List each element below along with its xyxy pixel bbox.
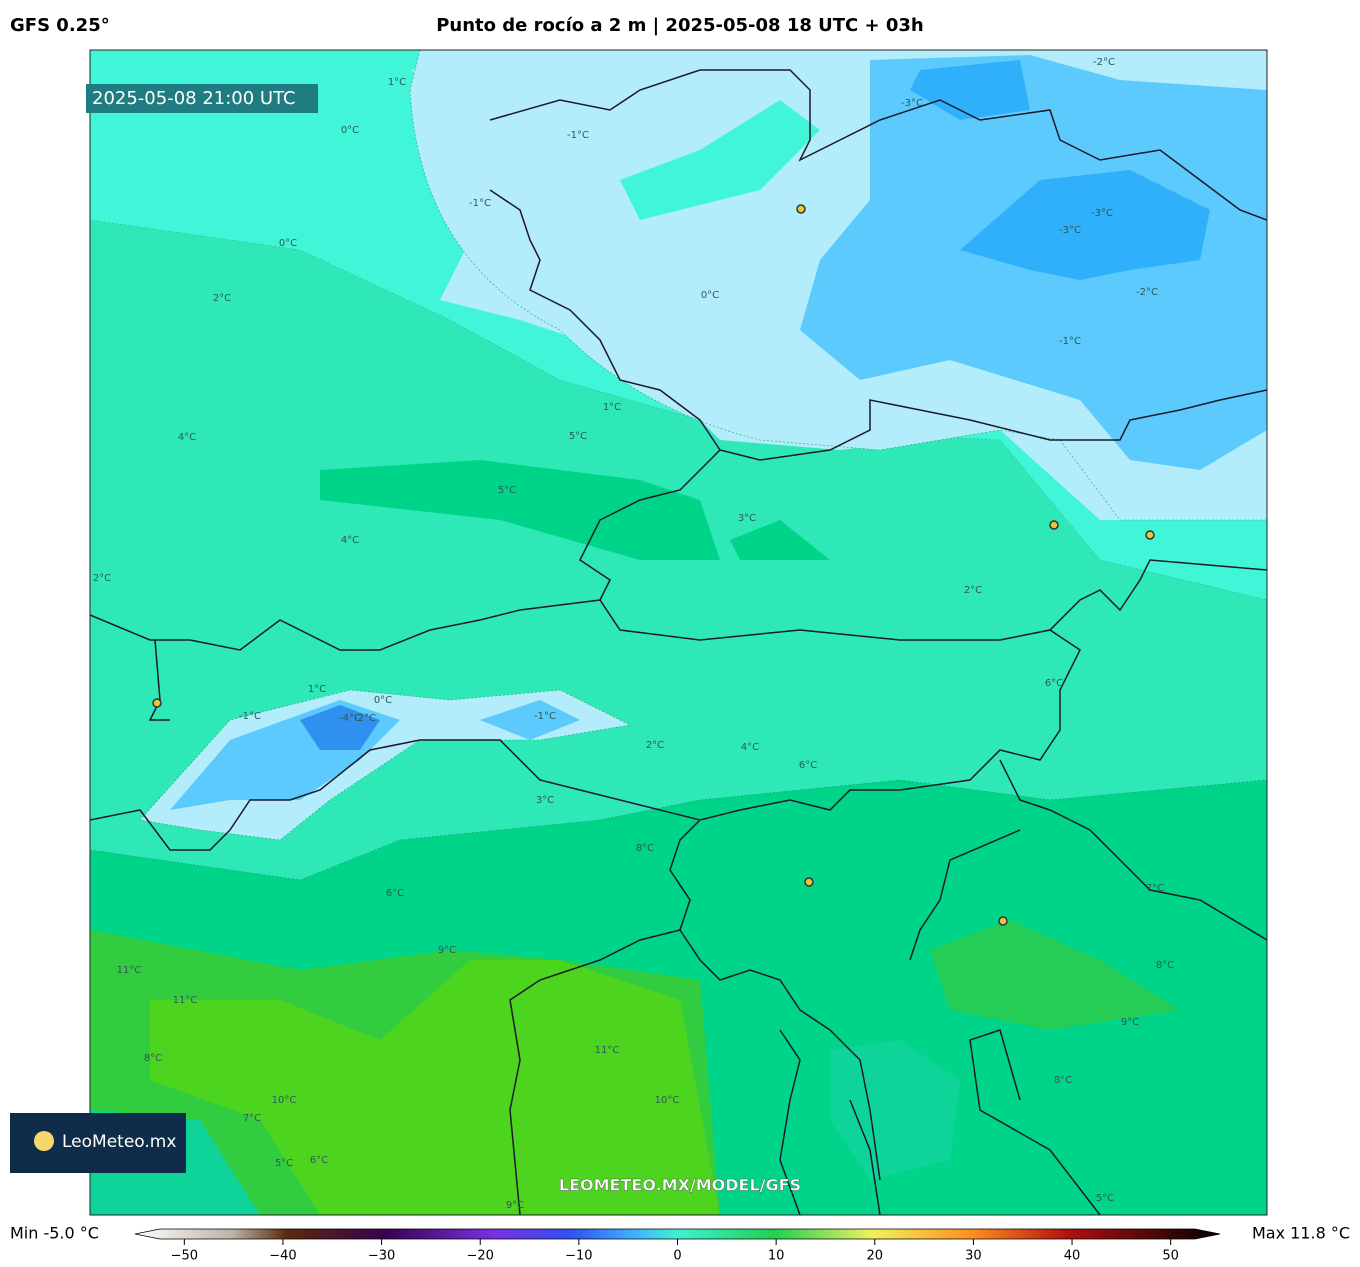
contour-label: 3°C	[738, 513, 756, 524]
contour-label: 5°C	[275, 1158, 293, 1169]
contour-label: 9°C	[506, 1200, 524, 1211]
colorbar-tick-label: −40	[269, 1249, 296, 1264]
timestamp-box	[86, 84, 318, 113]
contour-label: -2°C	[1093, 57, 1115, 68]
contour-label: 0°C	[279, 238, 297, 249]
timestamp: 2025-05-08 21:00 UTC	[92, 88, 296, 109]
map-frame	[89, 49, 1268, 1216]
colorbar	[134, 1228, 1221, 1240]
model-label: GFS 0.25°	[10, 15, 110, 36]
contour-label: 1°C	[603, 402, 621, 413]
colorbar-tick-label: −10	[565, 1249, 592, 1264]
colorbar-tick-label: 40	[1064, 1249, 1081, 1264]
contour-label: -2°C	[354, 713, 376, 724]
contour-label: 4°C	[741, 742, 759, 753]
contour-label: -4°C	[339, 713, 361, 724]
contour-label: 2°C	[93, 573, 111, 584]
contour-label: -3°C	[1059, 225, 1081, 236]
colorbar-tick-label: 50	[1162, 1249, 1179, 1264]
contour-label: 0°C	[701, 290, 719, 301]
colorbar-tick-label: −20	[467, 1249, 494, 1264]
title: Punto de rocío a 2 m | 2025-05-08 18 UTC…	[436, 15, 924, 36]
contour-label: 6°C	[1045, 678, 1063, 689]
contour-label: 4°C	[178, 432, 196, 443]
contour-label: -3°C	[901, 98, 923, 109]
contour-label: 10°C	[272, 1095, 297, 1106]
contour-label: -1°C	[239, 711, 261, 722]
colorbar-tick-label: 20	[866, 1249, 883, 1264]
contour-label: -1°C	[567, 130, 589, 141]
contour-label: 0°C	[341, 125, 359, 136]
colorbar-tick-label: −50	[171, 1249, 198, 1264]
colorbar-tick-label: −30	[368, 1249, 395, 1264]
contour-label: -1°C	[534, 711, 556, 722]
contour-label: 6°C	[310, 1155, 328, 1166]
contour-label: -1°C	[469, 198, 491, 209]
contour-label: 2°C	[646, 740, 664, 751]
contour-label: 8°C	[1054, 1075, 1072, 1086]
contour-label: 8°C	[1156, 960, 1174, 971]
contour-label: 8°C	[636, 843, 654, 854]
contour-label: 2°C	[213, 293, 231, 304]
logo-text: LeoMeteo.mx	[62, 1132, 176, 1152]
contour-label: 7°C	[243, 1113, 261, 1124]
watermark: LEOMETEO.MX/MODEL/GFS	[559, 1176, 801, 1195]
contour-label: 0°C	[374, 695, 392, 706]
contour-label: -1°C	[1059, 336, 1081, 347]
colorbar-max: Max 11.8 °C	[1252, 1224, 1350, 1243]
contour-label: 1°C	[388, 77, 406, 88]
contour-label: 9°C	[1121, 1017, 1139, 1028]
contour-label: -2°C	[1136, 287, 1158, 298]
colorbar-tick-label: 10	[768, 1249, 785, 1264]
contour-label: 5°C	[569, 431, 587, 442]
colorbar-min: Min -5.0 °C	[10, 1224, 99, 1243]
contour-label: 4°C	[341, 535, 359, 546]
map: 1°C 0°C -1°C -1°C 0°C -2°C -3°C -3°C -3°C -2°C -1°…	[90, 50, 1267, 1215]
contour-label: 5°C	[1096, 1193, 1114, 1204]
contour-label: 11°C	[173, 995, 198, 1006]
contour-label: 11°C	[595, 1045, 620, 1056]
colorbar-tick-label: 0	[673, 1249, 681, 1264]
contour-label: 6°C	[799, 760, 817, 771]
contour-label: 11°C	[117, 965, 142, 976]
contour-label: 8°C	[144, 1053, 162, 1064]
contour-label: -3°C	[1091, 208, 1113, 219]
logo-sun	[34, 1131, 54, 1151]
contour-label: 3°C	[536, 795, 554, 806]
contour-label: 1°C	[308, 684, 326, 695]
contour-label: 6°C	[386, 888, 404, 899]
contour-label: 10°C	[655, 1095, 680, 1106]
contour-label: 5°C	[498, 485, 516, 496]
contour-label: 2°C	[964, 585, 982, 596]
colorbar-tick-label: 30	[965, 1249, 982, 1264]
contour-label: 9°C	[438, 945, 456, 956]
contour-label: 7°C	[1146, 883, 1164, 894]
